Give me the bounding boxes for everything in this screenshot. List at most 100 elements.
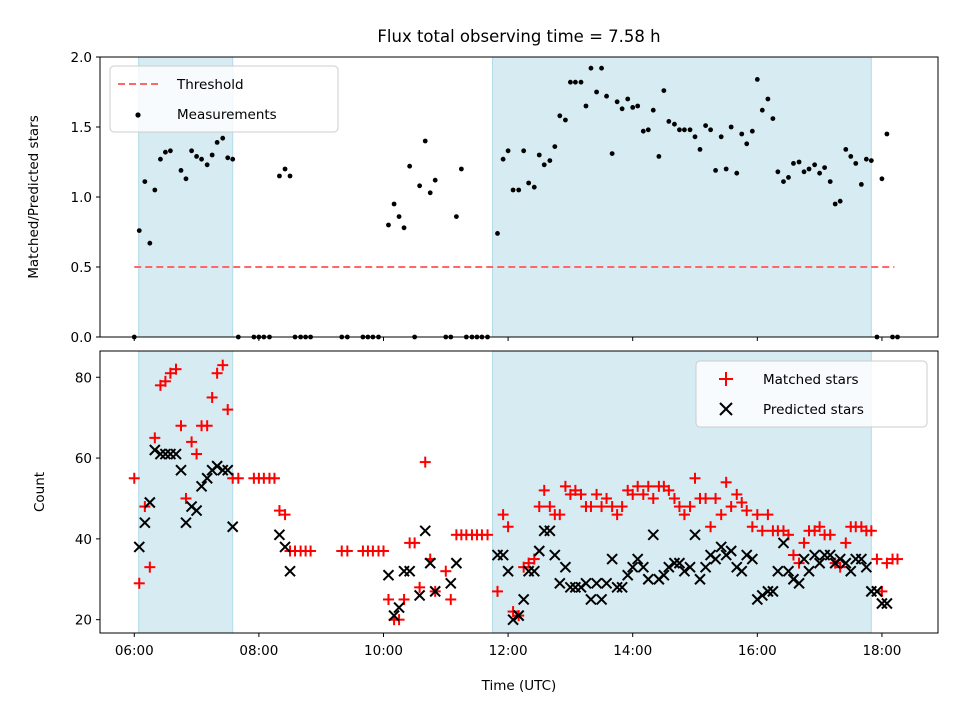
matched-stars-point — [824, 529, 836, 541]
predicted-x-b — [658, 569, 670, 581]
predicted-stars-point — [684, 561, 696, 573]
predicted-x-b — [559, 561, 572, 573]
predicted-stars-point — [190, 504, 203, 517]
measurement-point — [708, 127, 713, 133]
measurement-point — [625, 96, 631, 102]
measurement-point — [500, 156, 506, 162]
measurement-point — [723, 166, 729, 172]
predicted-stars-point — [211, 460, 223, 472]
predicted-stars-point — [798, 553, 810, 565]
predicted-x-b — [554, 577, 566, 590]
measurement-point — [204, 162, 210, 168]
predicted-x-b — [170, 448, 182, 460]
measurement-point — [495, 231, 500, 236]
predicted-stars-point — [413, 589, 426, 602]
predicted-x-b — [180, 516, 192, 529]
measurement-point — [287, 173, 293, 179]
measurement-point — [609, 151, 615, 157]
measurement-point — [557, 113, 563, 119]
predicted-x-b — [668, 557, 681, 569]
matched-stars-point — [720, 476, 732, 488]
matched-stars-point — [601, 492, 613, 504]
matched-stars-point — [591, 488, 603, 500]
predicted-x-b — [694, 573, 706, 585]
measurements-legend-swatch — [135, 112, 141, 118]
top-y-tick-label: 0.0 — [71, 330, 92, 346]
bottom-shaded-interval — [138, 350, 234, 634]
predicted-x-b — [403, 565, 416, 577]
measurement-point — [147, 240, 153, 246]
matched-stars-point — [751, 509, 763, 521]
measurement-point — [848, 154, 854, 159]
bottom-y-axis-label: Count — [32, 472, 48, 512]
matched-stars-point — [700, 492, 712, 504]
measurement-point — [563, 117, 568, 123]
bottom-panel: 20 40 60 80 06:00 08:00 10:00 12:00 14:00 16:00 1… — [32, 350, 939, 694]
measurement-point — [588, 65, 594, 71]
measurement-point — [630, 105, 636, 110]
measurement-point — [183, 176, 189, 182]
predicted-x-b — [600, 577, 613, 590]
matched-stars-point — [191, 448, 203, 460]
predicted-stars-point — [808, 549, 821, 561]
predicted-x-b — [497, 549, 509, 561]
matched-stars-point — [170, 363, 182, 375]
bottom-y-tick-label: 40 — [75, 532, 92, 548]
predicted-stars-point — [549, 549, 561, 561]
matched-stars-point — [492, 585, 504, 597]
predicted-stars-point — [741, 549, 753, 561]
predicted-stars-point — [559, 561, 572, 573]
matched-stars-point — [144, 561, 156, 573]
predicted-stars-series — [133, 444, 893, 626]
matched-stars-point — [164, 367, 176, 379]
predicted-stars-point — [554, 577, 566, 590]
predicted-stars-point — [642, 573, 654, 585]
legend-label-measurements: Measurements — [177, 107, 277, 123]
measurement-point — [843, 147, 849, 152]
predicted-stars-point — [544, 525, 556, 537]
predicted-stars-point — [803, 565, 815, 577]
predicted-stars-point — [860, 561, 873, 573]
predicted-x-b — [616, 581, 628, 594]
matched-stars-point — [663, 484, 675, 496]
measurement-point — [682, 127, 687, 133]
measurement-point — [775, 169, 781, 175]
measurement-point — [604, 93, 609, 99]
predicted-x-b — [881, 597, 893, 610]
measurement-point — [801, 169, 807, 175]
matched-stars-point — [305, 545, 317, 557]
predicted-stars-point — [175, 464, 187, 476]
predicted-x-b — [424, 557, 436, 569]
measurement-point — [152, 187, 158, 193]
measurement-point — [687, 127, 693, 133]
predicted-stars-point — [845, 565, 857, 577]
measurement-point — [194, 154, 199, 159]
measurement-point — [407, 163, 413, 169]
predicted-x-b — [626, 561, 639, 573]
matched-stars-point — [668, 492, 680, 504]
predicted-stars-point — [658, 569, 670, 581]
predicted-x-b — [787, 573, 800, 585]
predicted-x-b — [798, 553, 810, 565]
predicted-stars-point — [564, 581, 577, 594]
predicted-stars-point — [507, 613, 519, 626]
matched-stars-point — [419, 456, 431, 468]
top-y-tick-label: 0.5 — [71, 260, 92, 276]
measurement-point — [786, 175, 791, 180]
predicted-stars-point — [626, 561, 639, 573]
matched-stars-point — [133, 577, 145, 589]
matched-stars-point — [762, 509, 774, 521]
predicted-x-b — [144, 496, 156, 509]
measurement-point — [770, 116, 776, 121]
legend-label-predicted-stars: Predicted stars — [763, 402, 864, 418]
matched-stars-point — [559, 480, 571, 492]
top-shaded-interval — [492, 56, 872, 338]
predicted-x-b — [445, 577, 457, 590]
top-x-ticks — [133, 337, 883, 341]
measurement-point — [640, 128, 646, 134]
measurement-point — [505, 148, 511, 154]
predicted-x-b — [190, 504, 203, 517]
measurement-point — [635, 103, 641, 109]
matched-stars-point — [482, 529, 494, 541]
predicted-stars-point — [762, 585, 774, 598]
